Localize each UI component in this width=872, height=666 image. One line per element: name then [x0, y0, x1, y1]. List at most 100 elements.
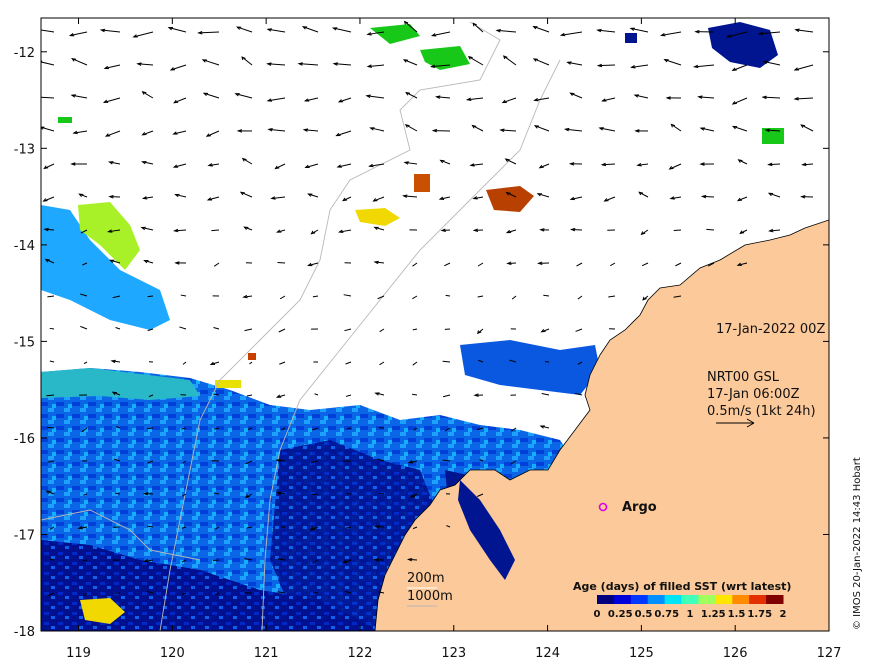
current-arrow-head: [297, 62, 303, 66]
current-arrow-head: [72, 130, 78, 135]
current-arrow: [597, 29, 616, 33]
current-arrow: [214, 592, 220, 596]
current-arrow: [727, 31, 748, 38]
current-arrow: [502, 97, 517, 104]
current-arrow-head: [438, 196, 445, 200]
current-arrow: [637, 163, 649, 166]
legend-title: Age (days) of filled SST (wrt latest): [573, 580, 791, 593]
current-arrow: [108, 229, 121, 233]
current-arrow: [534, 125, 550, 132]
current-arrow-head: [660, 32, 666, 37]
king-sound-water: [458, 480, 515, 580]
current-arrow: [337, 163, 352, 168]
current-arrow-head: [630, 65, 636, 69]
current-arrow: [706, 228, 715, 231]
current-arrow-head: [471, 124, 477, 129]
current-arrow-head: [366, 32, 372, 36]
current-arrow-head: [693, 64, 699, 69]
current-arrow-head: [406, 557, 413, 562]
current-scale-arrow: [716, 418, 755, 428]
current-arrow: [168, 27, 187, 33]
current-arrow-head: [173, 99, 179, 104]
x-tick-label: 122: [348, 646, 373, 661]
x-tick-label: 125: [629, 646, 654, 661]
current-arrow-head: [77, 525, 83, 530]
current-arrow-head: [267, 128, 273, 132]
current-arrow-head: [537, 261, 543, 265]
legend-tick-label: 0.5: [635, 609, 653, 620]
current-scale-label: 0.5m/s (1kt 24h): [707, 404, 816, 419]
current-arrow: [247, 427, 253, 431]
current-arrow: [278, 328, 286, 333]
current-arrow-head: [532, 25, 538, 30]
current-arrow: [432, 31, 451, 37]
y-tick-label: -14: [14, 239, 35, 254]
current-arrow: [41, 96, 55, 99]
current-arrow: [147, 328, 154, 332]
current-arrow: [302, 26, 319, 33]
current-arrow: [147, 295, 154, 298]
current-arrow: [182, 493, 187, 497]
current-arrow: [73, 130, 88, 134]
current-arrow-head: [539, 425, 545, 429]
current-arrow-head: [559, 32, 566, 37]
current-arrow: [369, 163, 385, 167]
current-arrow: [345, 526, 352, 529]
current-arrow-head: [241, 56, 246, 61]
current-arrow-head: [697, 95, 703, 99]
sst-patch-orange-2: [486, 186, 534, 212]
current-arrow-head: [404, 124, 410, 128]
current-arrow: [241, 56, 253, 66]
current-arrow: [344, 590, 352, 594]
current-arrow-head: [136, 62, 142, 66]
current-arrow: [405, 92, 418, 99]
current-arrow: [277, 591, 286, 594]
current-arrow-head: [111, 391, 117, 396]
current-arrow-head: [603, 198, 609, 202]
current-arrow-head: [173, 228, 179, 233]
legend-color-swatch: [715, 595, 733, 604]
current-arrow: [472, 22, 484, 33]
current-arrow: [115, 326, 121, 330]
contour-deep: [41, 509, 201, 561]
current-arrow-head: [197, 30, 203, 35]
legend-tick-label: 1: [687, 609, 694, 620]
current-arrow-head: [107, 229, 113, 233]
current-arrow-head: [563, 127, 570, 132]
current-arrow: [181, 592, 187, 595]
current-arrow-head: [472, 22, 477, 27]
current-arrow-head: [505, 191, 511, 196]
current-arrow: [768, 163, 781, 166]
current-arrow: [49, 360, 55, 363]
current-arrow-head: [434, 95, 441, 99]
y-tick-label: -18: [14, 625, 35, 640]
current-arrow-head: [472, 196, 478, 200]
current-arrow: [503, 55, 517, 66]
current-arrow-head: [472, 228, 479, 232]
current-arrow-head: [331, 27, 338, 31]
current-arrow-head: [403, 20, 409, 25]
current-arrow: [368, 64, 385, 68]
current-arrow: [182, 361, 187, 365]
current-arrow: [82, 262, 88, 266]
current-arrow: [279, 295, 286, 300]
contour-200m: [159, 21, 501, 631]
current-arrow-head: [569, 196, 575, 201]
current-arrow-head: [469, 163, 475, 167]
current-arrow-head: [275, 458, 281, 463]
current-arrow: [344, 328, 352, 332]
current-arrow-head: [43, 227, 49, 232]
current-arrow-head: [767, 192, 774, 197]
current-arrow-head: [201, 59, 208, 63]
current-arrow-head: [342, 197, 348, 202]
current-arrow-head: [142, 491, 149, 496]
current-arrow-head: [762, 60, 768, 65]
current-arrow: [412, 361, 418, 366]
current-arrow: [765, 129, 781, 132]
current-arrow: [333, 63, 352, 66]
contour-200-label: 200m: [407, 571, 444, 586]
current-arrow: [305, 163, 319, 168]
current-arrow-head: [374, 392, 380, 396]
current-arrow: [81, 427, 88, 433]
current-arrow-head: [270, 196, 276, 200]
